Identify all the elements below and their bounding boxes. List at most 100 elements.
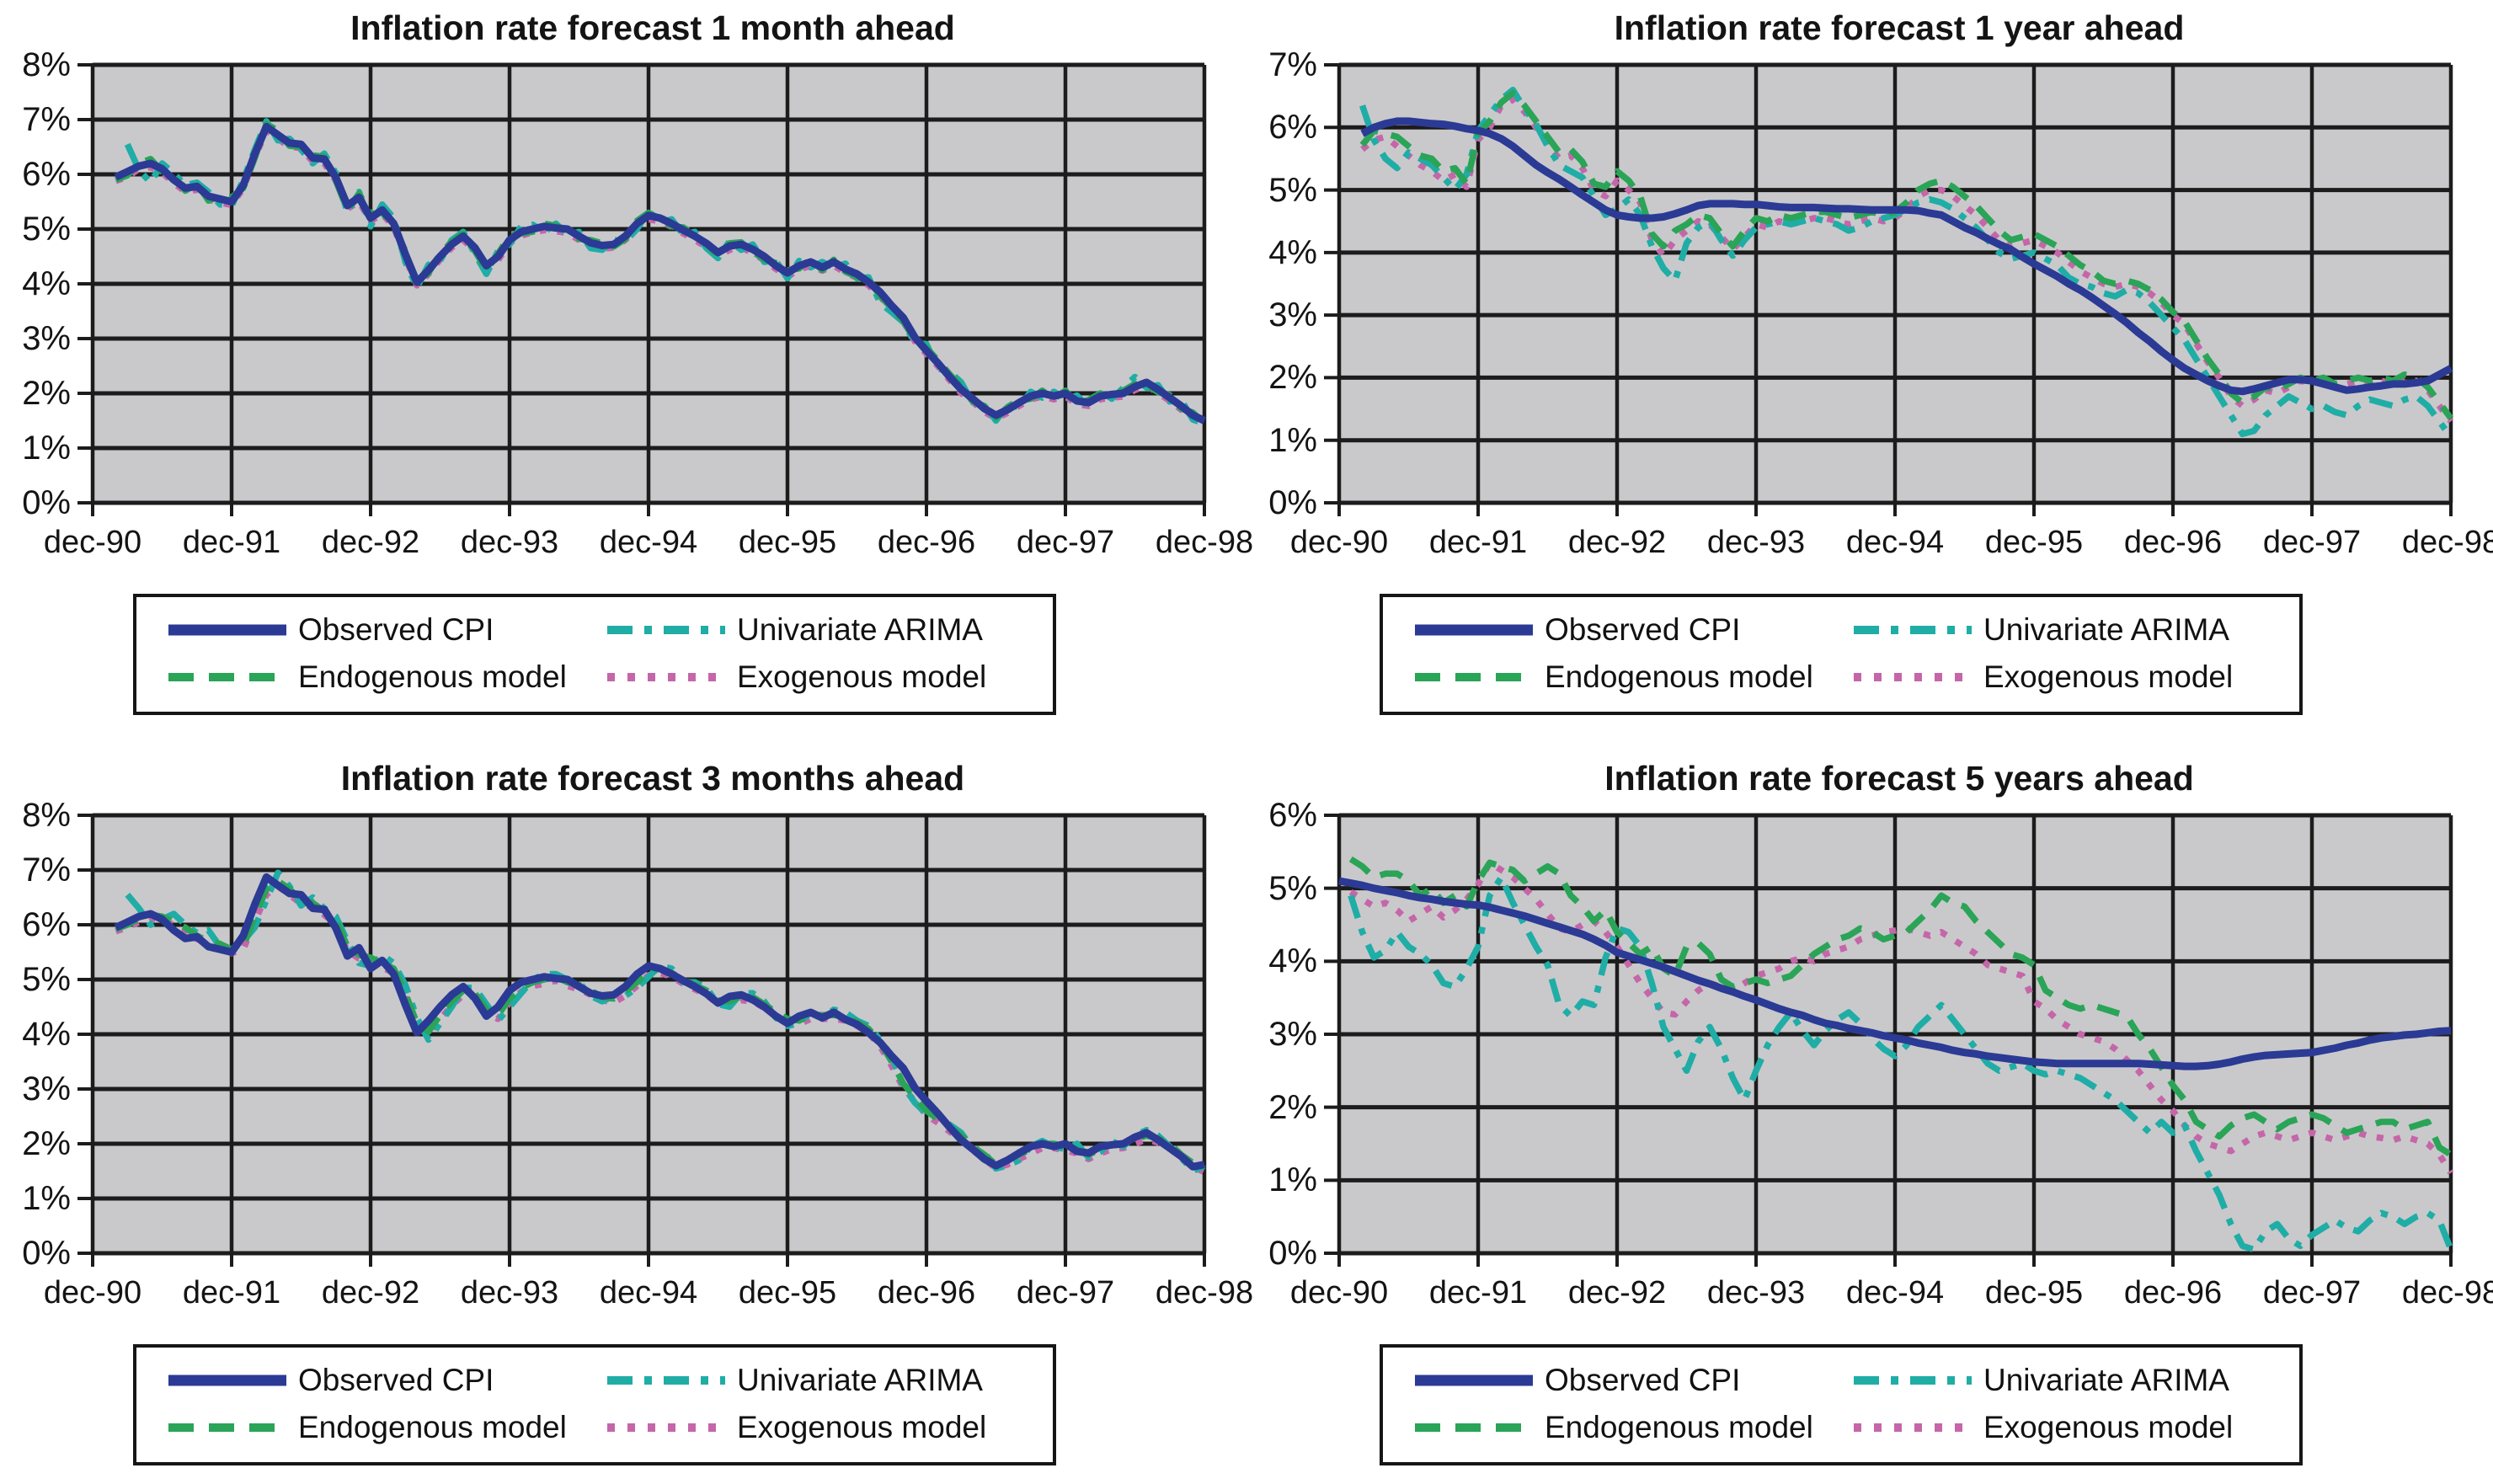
y-axis-labels: 6% 5% 4% 3% 2% 1% 0% [1255,797,1322,1272]
x-tick-label: dec-97 [2262,1275,2362,1311]
plot-area [1324,813,2454,1267]
legend-item-univariate-arima: Univariate ARIMA [1852,1363,2291,1398]
arima-line [1359,86,2454,440]
chart-1-year-ahead: Inflation rate forecast 1 year ahead 7% 6… [1246,0,2493,715]
x-tick-label: dec-95 [738,525,837,560]
x-tick-label: dec-91 [1428,1275,1528,1311]
chart-title: Inflation rate forecast 3 months ahead [340,759,965,798]
x-tick-label: dec-98 [2401,525,2493,560]
legend-item-endogenous-model: Endogenous model [1413,1410,1852,1445]
y-tick-label: 4% [1268,233,1317,271]
x-tick-label: dec-96 [2123,1275,2223,1311]
x-tick-label: dec-94 [1845,1275,1945,1311]
x-tick-label: dec-95 [738,1275,837,1311]
y-axis-labels: 8% 7% 6% 5% 4% 3% 2% 1% 0% [8,46,76,521]
x-axis-labels: dec-90 dec-91 dec-92 dec-93 dec-94 dec-95 dec-… [8,1272,1253,1319]
legend-item-endogenous-model: Endogenous model [167,1410,606,1445]
y-tick-label: 3% [1268,1016,1317,1053]
y-tick-label: 6% [22,906,71,943]
endogenous-model-line-swatch [1415,673,1533,681]
observed-line [114,873,1205,1171]
observed-line [114,122,1206,424]
x-tick-label: dec-92 [321,525,420,560]
y-tick-label: 1% [1268,421,1317,459]
legend-item-exogenous-model: Exogenous model [606,1410,1044,1445]
y-tick-label: 7% [22,851,71,889]
y-tick-label: 4% [1268,942,1317,980]
legend-label-univariate-arima: Univariate ARIMA [1983,1363,2229,1397]
y-tick-label: 3% [22,1070,71,1108]
y-tick-label: 7% [1268,46,1317,83]
y-tick-label: 8% [22,797,71,834]
x-axis-labels: dec-90 dec-91 dec-92 dec-93 dec-94 dec-95 dec-… [1255,1272,2493,1319]
y-tick-label: 2% [1268,1088,1317,1126]
x-tick-label: dec-94 [599,1275,698,1311]
legend-box: Observed CPI Univariate ARIMA Endogenous… [1380,594,2303,715]
y-tick-label: 1% [1268,1161,1317,1199]
endogenous-model-line-swatch [168,673,286,681]
x-tick-label: dec-93 [1706,525,1806,560]
y-tick-label: 0% [22,484,71,521]
y-tick-label: 6% [22,156,71,193]
x-tick-label: dec-93 [460,525,559,560]
legend-label-univariate-arima: Univariate ARIMA [737,1363,983,1397]
y-tick-label: 2% [1268,359,1317,397]
legend-label-exogenous-model: Exogenous model [1983,659,2234,694]
legend-label-observed-cpi: Observed CPI [298,1363,494,1397]
plot-area [77,813,1207,1267]
x-tick-label: dec-93 [1706,1275,1806,1311]
chart-title: Inflation rate forecast 1 month ahead [350,8,955,47]
legend-label-observed-cpi: Observed CPI [1545,612,1741,647]
chart-title: Inflation rate forecast 5 years ahead [1604,759,2194,798]
x-tick-label: dec-97 [1016,525,1115,560]
y-tick-label: 5% [22,211,71,248]
chart-title: Inflation rate forecast 1 year ahead [1614,8,2185,47]
legend-item-univariate-arima: Univariate ARIMA [1852,612,2291,648]
x-tick-label: dec-96 [2123,525,2223,560]
legend-item-univariate-arima: Univariate ARIMA [606,612,1044,648]
legend-item-endogenous-model: Endogenous model [1413,659,1852,695]
plot-row: 7% 6% 5% 4% 3% 2% 1% 0% [1255,46,2493,521]
exogenous-model-line-swatch [607,673,725,681]
y-tick-label: 1% [22,1180,71,1217]
endogenous-model-line-swatch [1415,1423,1533,1432]
y-tick-label: 0% [1268,484,1317,521]
legend-label-exogenous-model: Exogenous model [737,1410,987,1444]
y-tick-label: 2% [22,1125,71,1162]
legend-label-endogenous-model: Endogenous model [1545,659,1813,694]
legend-box: Observed CPI Univariate ARIMA Endogenous… [133,1344,1056,1465]
legend-label-observed-cpi: Observed CPI [298,612,494,647]
legend-item-endogenous-model: Endogenous model [167,659,606,695]
y-tick-label: 8% [22,46,71,83]
legend-label-observed-cpi: Observed CPI [1545,1363,1741,1397]
y-tick-label: 0% [1268,1235,1317,1272]
exogenous-model-line-swatch [1854,1423,1972,1432]
x-tick-label: dec-90 [1289,1275,1389,1311]
observed-cpi-line-swatch [168,624,286,636]
legend-item-exogenous-model: Exogenous model [1852,659,2291,695]
observed-cpi-line-swatch [1415,1375,1533,1386]
observed-cpi-line-swatch [168,1375,286,1386]
legend-item-observed-cpi: Observed CPI [167,612,606,648]
x-tick-label: dec-92 [1567,525,1667,560]
y-axis-labels: 7% 6% 5% 4% 3% 2% 1% 0% [1255,46,1322,521]
legend-box: Observed CPI Univariate ARIMA Endogenous… [133,594,1056,715]
legend-item-exogenous-model: Exogenous model [1852,1410,2291,1445]
y-tick-label: 0% [22,1235,71,1272]
x-tick-label: dec-91 [1428,525,1528,560]
chart-1-month-ahead: Inflation rate forecast 1 month ahead 8%… [0,0,1253,715]
x-tick-label: dec-98 [2401,1275,2493,1311]
y-tick-label: 2% [22,375,71,412]
y-tick-label: 3% [1268,296,1317,334]
plot-area [1324,62,2454,516]
x-tick-label: dec-93 [460,1275,559,1311]
legend-item-univariate-arima: Univariate ARIMA [606,1363,1044,1398]
x-tick-label: dec-90 [1289,525,1389,560]
legend-item-exogenous-model: Exogenous model [606,659,1044,695]
chart-5-years-ahead: Inflation rate forecast 5 years ahead 6%… [1246,750,2493,1465]
x-tick-label: dec-97 [1016,1275,1115,1311]
legend-label-endogenous-model: Endogenous model [298,659,567,694]
y-tick-label: 4% [22,265,71,302]
univariate-arima-line-swatch [607,626,725,634]
